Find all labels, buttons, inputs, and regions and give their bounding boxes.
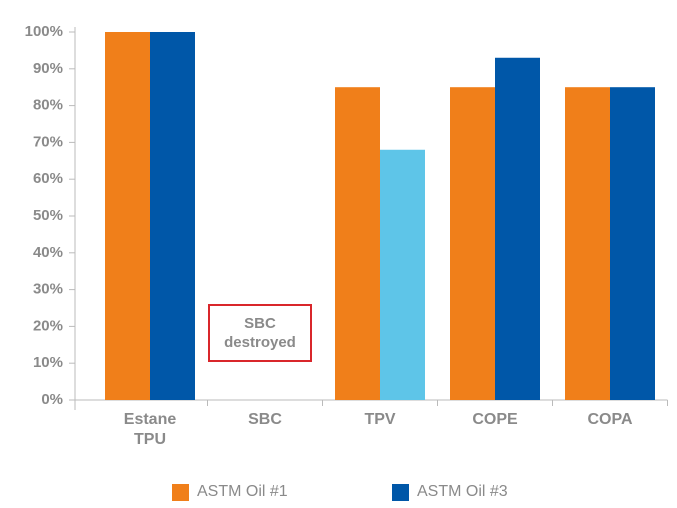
x-tick-label: COPA	[587, 411, 633, 428]
y-tick-label: 60%	[33, 170, 63, 187]
y-tick-label: 10%	[33, 354, 63, 371]
legend-label: ASTM Oil #3	[417, 483, 508, 500]
bar	[380, 149, 425, 400]
y-tick-label: 20%	[33, 317, 63, 334]
bar	[150, 32, 195, 400]
x-tick-label: COPE	[472, 411, 518, 428]
y-tick-label: 30%	[33, 281, 63, 298]
legend-item: ASTM Oil #1	[172, 483, 288, 501]
y-tick-label: 40%	[33, 244, 63, 261]
legend-swatch	[172, 483, 189, 501]
bar	[565, 87, 610, 400]
annotation: SBC destroyed	[208, 304, 312, 362]
x-tick-label: SBC	[248, 411, 282, 428]
bar	[610, 87, 655, 400]
bar	[335, 87, 380, 400]
x-tick-label: Estane TPU	[123, 411, 177, 448]
legend-label: ASTM Oil #1	[197, 483, 288, 500]
bar	[105, 32, 150, 400]
y-tick-label: 50%	[33, 207, 63, 224]
y-tick-label: 80%	[33, 97, 63, 114]
legend-item: ASTM Oil #3	[392, 483, 508, 501]
legend-swatch	[392, 483, 409, 501]
y-tick-label: 0%	[41, 391, 63, 408]
y-tick-label: 70%	[33, 133, 63, 150]
y-tick-label: 100%	[25, 23, 63, 40]
bar	[495, 57, 540, 400]
bar	[450, 87, 495, 400]
y-tick-label: 90%	[33, 60, 63, 77]
x-tick-label: TPV	[364, 411, 396, 428]
